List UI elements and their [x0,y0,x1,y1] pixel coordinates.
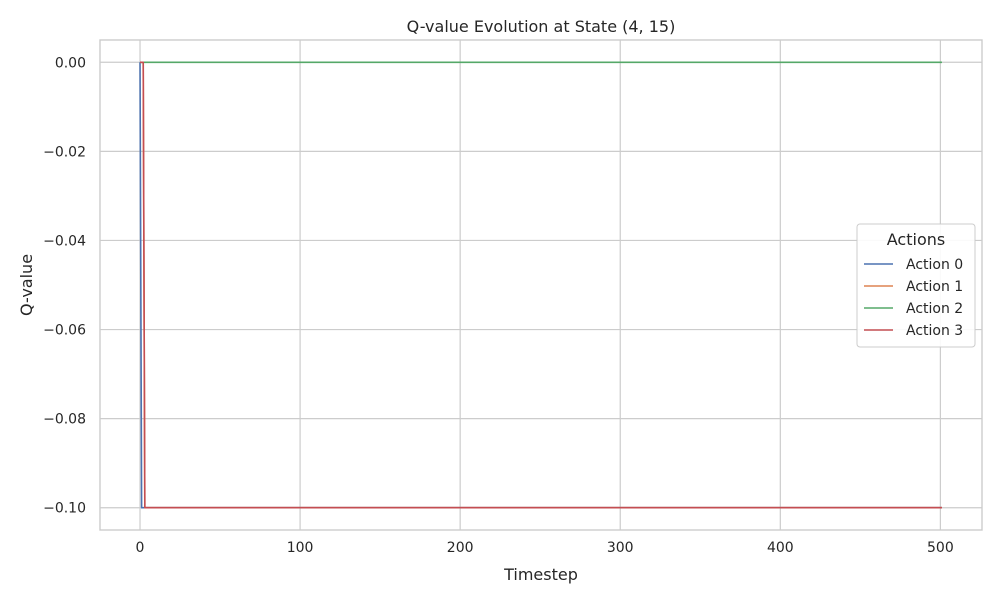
x-tick-label: 0 [136,540,145,556]
y-axis-label: Q-value [17,254,36,316]
legend-label: Action 0 [906,257,963,273]
x-tick-label: 100 [287,540,314,556]
chart-title: Q-value Evolution at State (4, 15) [407,17,676,36]
grid-lines [100,40,982,530]
legend-label: Action 3 [906,323,963,339]
x-tick-label: 500 [927,540,954,556]
series-line-action-1 [140,61,942,509]
legend-box [856,223,976,348]
y-tick-label: −0.10 [43,501,86,517]
series-line-action-3 [140,61,942,509]
legend-entries: Action 0 Action 1 Action 2 Action 3 [864,257,963,339]
x-tick-label: 300 [607,540,634,556]
legend-label: Action 2 [906,301,963,317]
legend-label: Action 1 [906,279,963,295]
tick-labels: 0 100 200 300 400 500 0.00 −0.02 −0.04 −0.06 −0.08… [43,55,954,556]
legend-title: Actions [887,230,945,249]
x-tick-label: 200 [447,540,474,556]
y-tick-label: −0.04 [43,233,86,249]
y-tick-label: −0.08 [43,412,86,428]
series-lines [139,61,942,509]
y-tick-label: −0.02 [43,144,86,160]
y-tick-label: −0.06 [43,323,86,339]
series-line-action-0 [139,62,942,509]
x-axis-label: Timestep [503,565,578,584]
y-tick-label: 0.00 [55,55,86,71]
plot-frame [99,39,983,531]
legend: Actions Action 0 Action 1 Action 2 Action 3 [856,223,976,348]
x-tick-label: 400 [767,540,794,556]
